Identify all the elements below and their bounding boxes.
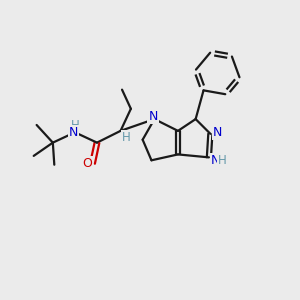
Text: N: N [213,126,222,139]
Text: H: H [218,154,227,167]
Text: N: N [69,126,78,139]
Text: N: N [148,110,158,123]
Text: O: O [82,157,92,170]
Text: H: H [122,131,131,144]
Text: H: H [70,119,79,132]
Text: N: N [211,154,220,167]
